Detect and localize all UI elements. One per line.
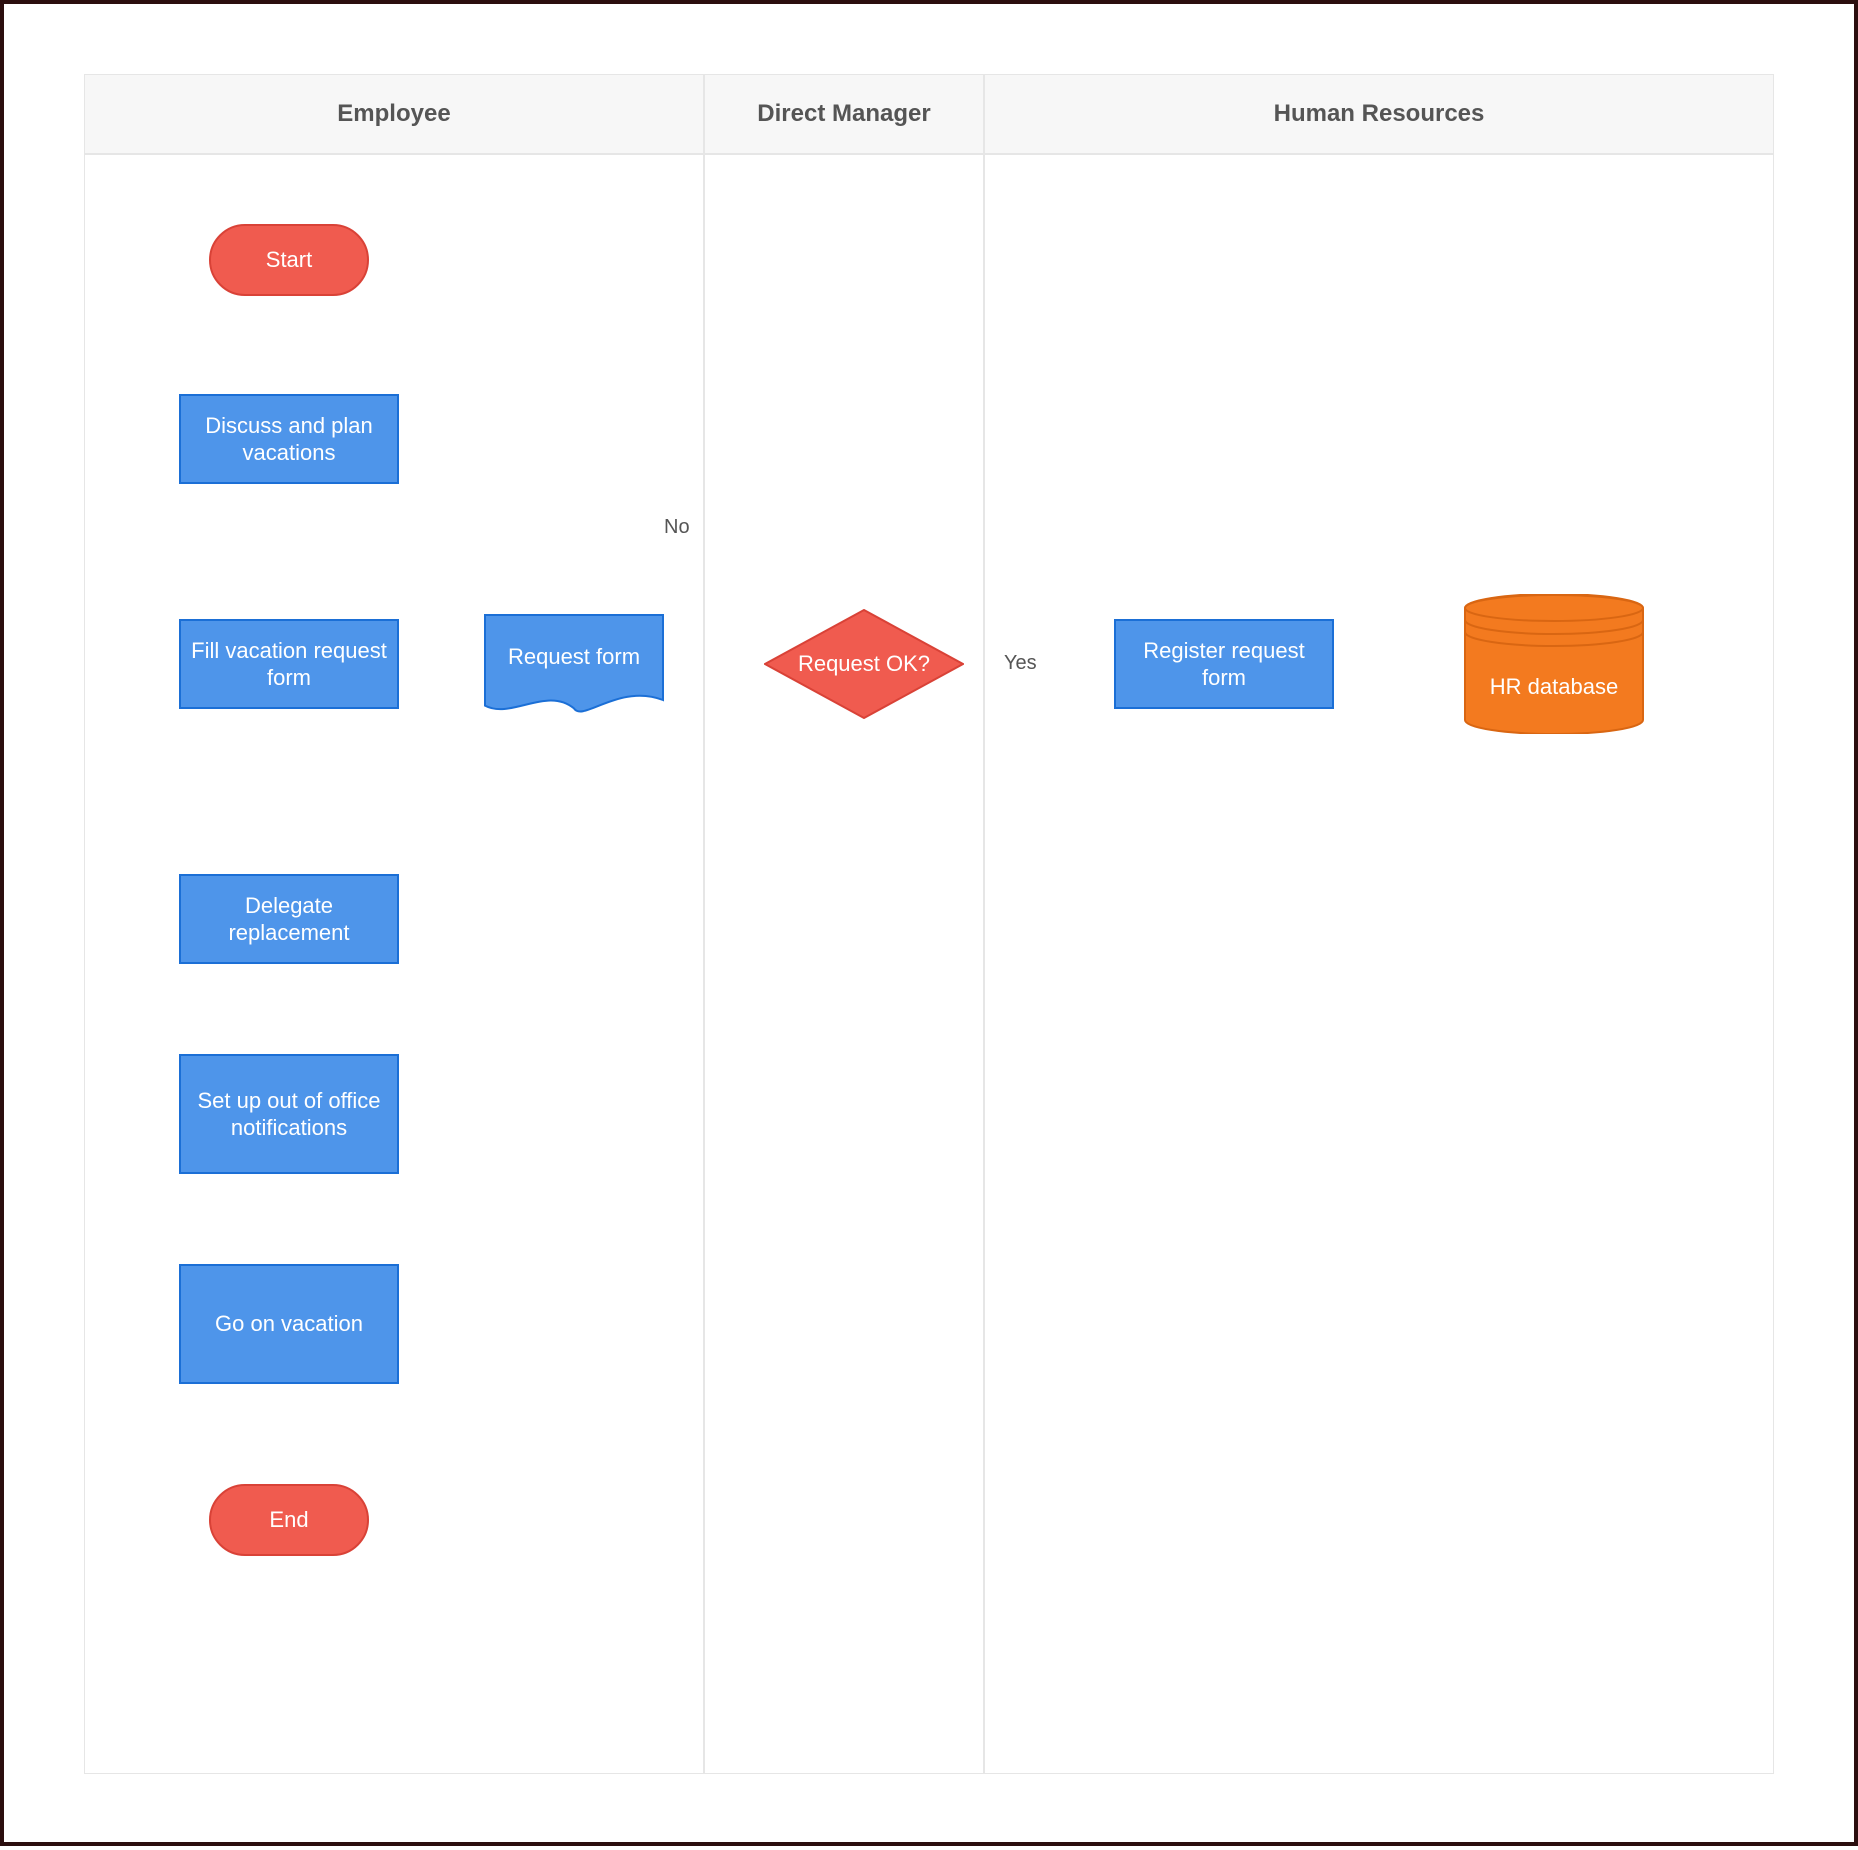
- node-start: Start: [209, 224, 369, 296]
- node-decision: Request OK?: [764, 609, 964, 719]
- node-register: Register request form: [1114, 619, 1334, 709]
- node-label: Delegate replacement: [187, 892, 391, 947]
- node-label: Discuss and plan vacations: [187, 412, 391, 467]
- swimlane-header-label: Direct Manager: [757, 100, 930, 128]
- node-delegate: Delegate replacement: [179, 874, 399, 964]
- node-label: End: [269, 1506, 308, 1534]
- node-end: End: [209, 1484, 369, 1556]
- node-label: Request OK?: [764, 609, 964, 719]
- node-label: Request form: [484, 614, 664, 700]
- swimlane-body-hr: [984, 154, 1774, 1774]
- node-vacation: Go on vacation: [179, 1264, 399, 1384]
- node-discuss: Discuss and plan vacations: [179, 394, 399, 484]
- swimlane-header-label: Human Resources: [1274, 100, 1485, 128]
- swimlane-header-employee: Employee: [84, 74, 704, 154]
- edge-label-e7: No: [664, 516, 690, 539]
- node-label: Register request form: [1122, 637, 1326, 692]
- swimlane-body-manager: [704, 154, 984, 1774]
- diagram-frame: Employee Direct Manager Human Resources Yes…: [0, 0, 1858, 1846]
- swimlane-header-hr: Human Resources: [984, 74, 1774, 154]
- node-label: Start: [266, 246, 312, 274]
- node-ooo: Set up out of office notifications: [179, 1054, 399, 1174]
- node-db: HR database: [1464, 594, 1644, 734]
- swimlane-header-label: Employee: [337, 100, 450, 128]
- node-doc: Request form: [484, 614, 664, 714]
- swimlane-header-manager: Direct Manager: [704, 74, 984, 154]
- edge-label-e5: Yes: [1004, 652, 1037, 675]
- node-label: Go on vacation: [215, 1310, 363, 1338]
- node-label: Fill vacation request form: [187, 637, 391, 692]
- node-label: Set up out of office notifications: [187, 1087, 391, 1142]
- node-fillform: Fill vacation request form: [179, 619, 399, 709]
- node-label: HR database: [1464, 640, 1644, 734]
